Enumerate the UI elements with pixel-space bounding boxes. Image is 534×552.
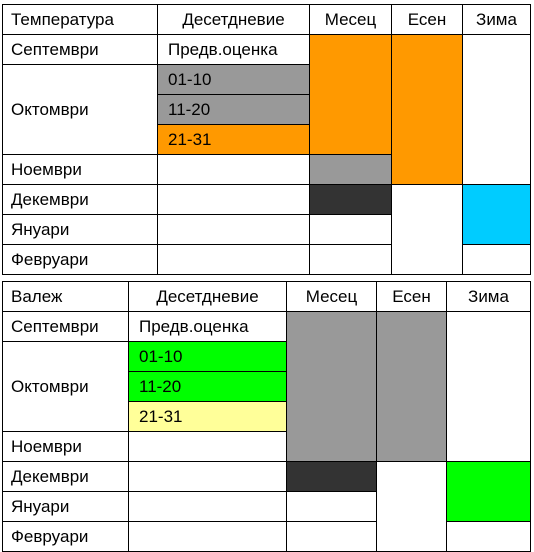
row-label-january: Януари: [2, 214, 158, 245]
cell-oct-decade-3: 21-31: [157, 124, 310, 155]
cell-month-jan: [286, 491, 377, 522]
cell-oct-decade-2: 11-20: [157, 94, 310, 125]
row-label-october: Октомври: [2, 64, 158, 155]
header-decades: Десетдневие: [128, 281, 287, 312]
row-label-december: Декември: [2, 184, 158, 215]
header-winter: Зима: [462, 4, 531, 35]
cell-month-feb: [309, 244, 392, 275]
cell-month-feb: [286, 521, 377, 552]
cell-month-sep-oct: [309, 34, 392, 155]
cell-nov-decade: [128, 431, 287, 462]
cell-autumn-winter-empty: [376, 461, 447, 552]
cell-autumn-winter-empty: [391, 184, 463, 275]
header-decades: Десетдневие: [157, 4, 310, 35]
header-autumn: Есен: [376, 281, 447, 312]
row-label-october: Октомври: [2, 341, 129, 432]
cell-dec-decade: [157, 184, 310, 215]
cell-dec-decade: [128, 461, 287, 492]
cell-month-sep-nov: [286, 311, 377, 462]
cell-jan-decade: [157, 214, 310, 245]
cell-oct-decade-2: 11-20: [128, 371, 287, 402]
cell-winter-autumn-empty: [462, 34, 531, 185]
cell-month-nov: [309, 154, 392, 185]
cell-autumn: [376, 311, 447, 462]
header-month: Месец: [286, 281, 377, 312]
header-winter: Зима: [446, 281, 531, 312]
cell-sep-decade: Предв.оценка: [157, 34, 310, 65]
cell-winter-feb-empty: [462, 244, 531, 275]
precipitation-table: Валеж Десетдневие Месец Есен Зима Септем…: [2, 281, 531, 552]
cell-winter: [462, 184, 531, 245]
cell-winter-feb-empty: [446, 521, 531, 552]
row-label-december: Декември: [2, 461, 129, 492]
header-month: Месец: [309, 4, 392, 35]
cell-month-jan: [309, 214, 392, 245]
cell-nov-decade: [157, 154, 310, 185]
temperature-table: Температура Десетдневие Месец Есен Зима …: [2, 4, 531, 275]
cell-jan-decade: [128, 491, 287, 522]
cell-sep-decade: Предв.оценка: [128, 311, 287, 342]
cell-autumn: [391, 34, 463, 185]
cell-feb-decade: [157, 244, 310, 275]
cell-feb-decade: [128, 521, 287, 552]
cell-oct-decade-1: 01-10: [157, 64, 310, 95]
header-parameter: Температура: [2, 4, 158, 35]
cell-oct-decade-1: 01-10: [128, 341, 287, 372]
row-label-november: Ноември: [2, 154, 158, 185]
row-label-september: Септември: [2, 311, 129, 342]
row-label-november: Ноември: [2, 431, 129, 462]
cell-oct-decade-3: 21-31: [128, 401, 287, 432]
header-parameter: Валеж: [2, 281, 129, 312]
cell-month-dec: [309, 184, 392, 215]
cell-month-dec: [286, 461, 377, 492]
cell-winter-autumn-empty: [446, 311, 531, 462]
cell-winter: [446, 461, 531, 522]
row-label-february: Февруари: [2, 244, 158, 275]
row-label-january: Януари: [2, 491, 129, 522]
header-autumn: Есен: [391, 4, 463, 35]
row-label-september: Септември: [2, 34, 158, 65]
row-label-february: Февруари: [2, 521, 129, 552]
